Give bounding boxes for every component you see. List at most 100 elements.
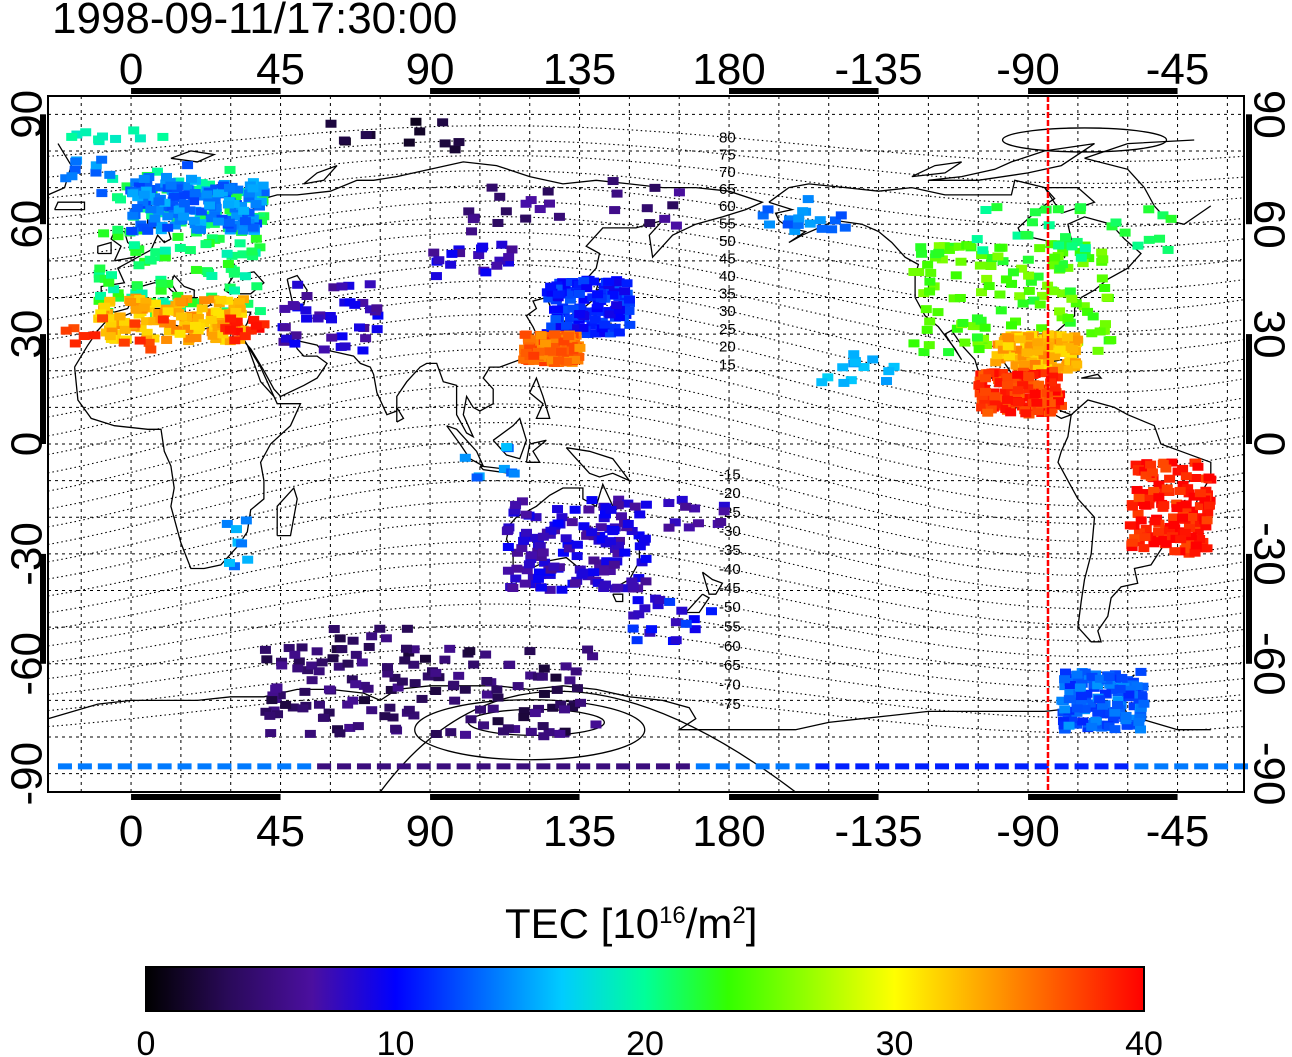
tec-point: [1002, 342, 1014, 351]
tec-point: [640, 577, 652, 586]
tec-point: [1096, 248, 1108, 257]
contour-label: -15: [719, 467, 741, 484]
right-lat-tick-label: -30: [1244, 522, 1292, 586]
tec-point: [1071, 237, 1083, 246]
tec-point: [507, 584, 519, 593]
tec-point: [922, 260, 934, 269]
tec-point: [103, 278, 115, 287]
tec-point: [534, 205, 546, 214]
tec-point: [349, 300, 361, 309]
tec-point: [1138, 544, 1150, 553]
tec-point: [60, 326, 72, 335]
tec-point: [1097, 701, 1109, 710]
tec-point: [243, 189, 255, 198]
tec-point: [1132, 467, 1144, 476]
tec-point: [757, 211, 769, 220]
tec-point: [815, 763, 830, 770]
tec-point: [565, 278, 577, 287]
tec-point: [272, 710, 284, 719]
tec-point: [1140, 524, 1152, 533]
tec-point: [1132, 509, 1144, 518]
tec-point: [659, 214, 671, 223]
tec-point: [1046, 347, 1058, 356]
tec-point: [243, 193, 255, 202]
tec-point: [1234, 763, 1249, 770]
tec-point: [588, 532, 600, 541]
tec-point: [875, 763, 890, 770]
coastline: [396, 405, 405, 423]
tec-point: [171, 184, 183, 193]
tec-point: [161, 335, 173, 344]
tec-point: [224, 165, 236, 174]
tec-point: [384, 703, 396, 712]
tec-point: [366, 632, 378, 641]
tec-point: [60, 174, 72, 183]
tec-point: [532, 547, 544, 556]
tec-point: [996, 368, 1008, 377]
tec-point: [162, 212, 174, 221]
tec-point: [520, 528, 532, 537]
tec-point: [1153, 527, 1165, 536]
tec-point: [1157, 459, 1169, 468]
tec-point: [516, 763, 531, 770]
tec-point: [1189, 548, 1201, 557]
tec-point: [207, 331, 219, 340]
right-lat-tick-label: 90: [1244, 90, 1292, 139]
tec-point: [1094, 695, 1106, 704]
contour-label: 45: [719, 250, 736, 267]
tec-point: [1086, 672, 1098, 681]
tec-point: [789, 226, 801, 235]
tec-point: [237, 763, 252, 770]
tec-point: [138, 190, 150, 199]
tec-point: [1131, 485, 1143, 494]
tec-point: [1063, 695, 1075, 704]
tec-point: [344, 723, 356, 732]
tec-point: [838, 378, 850, 387]
tec-point: [918, 289, 930, 298]
tec-point: [222, 260, 234, 269]
tec-point: [1012, 231, 1024, 240]
tec-point: [613, 536, 625, 545]
contour-label: 50: [719, 233, 736, 250]
tec-point: [96, 155, 108, 164]
tec-point: [498, 464, 510, 473]
tec-point: [1110, 218, 1122, 227]
tec-point: [1124, 685, 1136, 694]
tec-point: [1036, 324, 1048, 333]
tec-point: [695, 763, 710, 770]
tec-point: [439, 655, 451, 664]
tec-point: [159, 253, 171, 262]
tec-point: [1075, 692, 1087, 701]
tec-point: [1022, 255, 1034, 264]
tec-point: [1194, 534, 1206, 543]
tec-point: [156, 221, 168, 230]
tec-point: [223, 558, 235, 567]
tec-point: [578, 568, 590, 577]
tec-point: [1106, 685, 1118, 694]
tec-point: [976, 288, 988, 297]
tec-point: [231, 327, 243, 336]
tec-point: [204, 201, 216, 210]
tec-point: [1003, 352, 1015, 361]
tec-point: [1024, 341, 1036, 350]
tec-point: [257, 181, 269, 190]
tec-point: [219, 309, 231, 318]
tec-point: [157, 763, 172, 770]
tec-point: [1124, 521, 1136, 530]
tec-point: [163, 327, 175, 336]
tec-point: [1049, 253, 1061, 262]
colorbar-tick-label: 20: [626, 1025, 664, 1057]
tec-point: [414, 127, 426, 136]
tec-point: [613, 305, 625, 314]
tec-point: [571, 684, 583, 693]
tec-point: [1072, 335, 1084, 344]
tec-point: [562, 539, 574, 548]
tec-point: [188, 216, 200, 225]
tec-point: [317, 713, 329, 722]
tec-point: [399, 656, 411, 665]
tec-point: [265, 729, 277, 738]
tec-point: [624, 320, 636, 329]
tec-point: [943, 348, 955, 357]
tec-point: [564, 295, 576, 304]
bottom-lon-tick-label: -45: [1146, 807, 1210, 856]
